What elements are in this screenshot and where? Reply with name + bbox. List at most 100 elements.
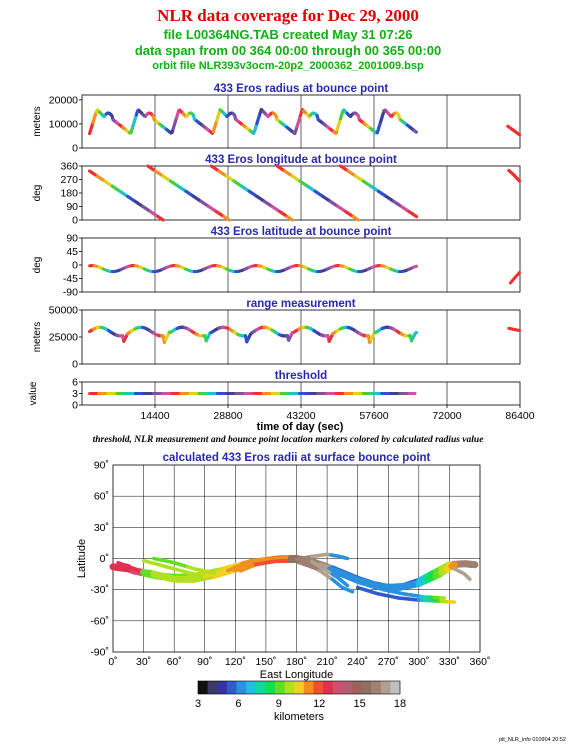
map-title: calculated 433 Eros radii at surface bou… (163, 452, 431, 464)
map-track-segment (209, 570, 217, 575)
colorbar-tick-label: 18 (394, 698, 406, 710)
colorbar-swatch (265, 681, 276, 694)
y-tick-label: 0 (72, 400, 78, 412)
footer-stamp: plt_NLR_info 010904 20:52 (499, 737, 566, 743)
colorbar-swatch (226, 681, 237, 694)
map-track (355, 585, 457, 604)
colorbar-swatch (390, 681, 401, 694)
colorbar-swatch (313, 681, 324, 694)
colorbar-swatch (207, 681, 218, 694)
x-tick-label: 86400 (505, 410, 534, 422)
colorbar-swatch (371, 681, 382, 694)
y-tick-label: -45 (63, 273, 78, 285)
map-track-segment (467, 576, 472, 582)
map-x-tick-label: 150˚ (255, 656, 276, 668)
map-y-tick-label: 60˚ (94, 491, 109, 503)
longitude-marker (288, 216, 294, 222)
map-x-tick-label: 270˚ (378, 656, 399, 668)
colorbar-swatch (351, 681, 362, 694)
y-axis-label: meters (32, 106, 43, 137)
colorbar-tick-label: 15 (353, 698, 365, 710)
map-track (361, 581, 447, 600)
map-x-tick-label: 360˚ (469, 656, 490, 668)
map-y-tick-label: -30˚ (90, 584, 109, 596)
colorbar-tick-label: 3 (195, 698, 201, 710)
timeseries-panel-2: 433 Eros longitude at bounce point 0 90180… (32, 154, 522, 227)
timeseries-panel-5: threshold 036 value 14400 28800 43200 57600 720… (28, 370, 535, 433)
colorbar-tick-label: 9 (276, 698, 282, 710)
y-axis-label: meters (32, 322, 43, 353)
panel-title: 433 Eros latitude at bounce point (211, 226, 392, 238)
colorbar: 3 6 9 12 15 18 kilometers (195, 680, 406, 723)
y-axis-label: deg (32, 185, 43, 202)
map-x-tick-label: 180˚ (286, 656, 307, 668)
panel-title: range measurement (246, 298, 355, 310)
colorbar-swatch (246, 681, 257, 694)
data-span-line: data span from 00 364 00:00 through 00 3… (134, 43, 442, 58)
map-x-tick-label: 60˚ (167, 656, 182, 668)
y-tick-label: 50000 (49, 305, 78, 317)
map-x-tick-label: 30˚ (136, 656, 151, 668)
colorbar-swatch (323, 681, 334, 694)
y-tick-label: 90 (66, 201, 78, 213)
y-axis-label: deg (32, 257, 43, 274)
y-axis-label: value (28, 381, 39, 405)
map-track (152, 556, 217, 575)
map-track (116, 560, 141, 573)
map-x-tick-label: 90˚ (197, 656, 212, 668)
colorbar-swatch (332, 681, 343, 694)
timeseries-panel-3: 433 Eros latitude at bounce point -90 -450… (32, 226, 521, 299)
x-tick-label: 28800 (213, 410, 242, 422)
map-x-tick-label: 210˚ (317, 656, 338, 668)
map-plot: calculated 433 Eros radii at surface bou… (76, 452, 491, 681)
map-track-segment (448, 561, 459, 570)
x-axis-label: time of day (sec) (257, 421, 344, 433)
map-track-segment (344, 582, 350, 588)
y-tick-label: 45 (66, 246, 78, 258)
y-tick-label: 0 (72, 260, 78, 272)
colorbar-swatch (342, 681, 353, 694)
map-track-segment (231, 566, 238, 571)
longitude-marker (158, 216, 165, 222)
map-track (243, 555, 289, 565)
y-tick-label: 3 (72, 388, 78, 400)
map-x-tick-label: 120˚ (225, 656, 246, 668)
range-marker (507, 326, 522, 333)
x-tick-label: 72000 (432, 410, 461, 422)
orbit-file-line: orbit file NLR393v3ocm-20p2_2000362_2001… (152, 60, 424, 72)
file-info-line: file L00364NG.TAB created May 31 07:26 (163, 27, 413, 42)
radius-marker (413, 129, 418, 134)
panel-title: 433 Eros radius at bounce point (214, 83, 389, 95)
map-x-tick-label: 240˚ (347, 656, 368, 668)
timeseries-panel-1: 433 Eros radius at bounce point 0 10000 200… (32, 83, 522, 155)
page-title: NLR data coverage for Dec 29, 2000 (157, 6, 419, 25)
colorbar-swatch (284, 681, 295, 694)
y-tick-label: 360 (60, 161, 78, 173)
map-track (141, 558, 238, 578)
longitude-marker (412, 213, 419, 219)
colorbar-swatch (380, 681, 391, 694)
map-y-axis-label: Latitude (76, 539, 88, 578)
y-tick-label: 90 (66, 233, 78, 245)
map-x-axis-label: East Longitude (260, 669, 333, 681)
x-tick-label: 57600 (359, 410, 388, 422)
y-tick-label: 0 (72, 215, 78, 227)
x-tick-label: 43200 (286, 410, 315, 422)
figure-caption: threshold, NLR measurement and bounce po… (92, 435, 484, 445)
x-tick-label: 14400 (140, 410, 169, 422)
colorbar-swatch (361, 681, 372, 694)
map-track (304, 556, 350, 588)
y-tick-label: -90 (63, 287, 78, 299)
map-y-tick-label: 0˚ (100, 553, 109, 565)
map-track (238, 558, 289, 573)
colorbar-swatch (274, 681, 285, 694)
longitude-marker (354, 216, 360, 222)
y-tick-label: 10000 (49, 118, 78, 130)
y-tick-label: 180 (60, 188, 78, 200)
map-y-tick-label: 30˚ (94, 522, 109, 534)
longitude-marker (224, 216, 231, 222)
latitude-marker (513, 271, 521, 279)
colorbar-tick-label: 12 (313, 698, 325, 710)
map-track (452, 567, 472, 582)
map-y-tick-label: -60˚ (90, 615, 109, 627)
